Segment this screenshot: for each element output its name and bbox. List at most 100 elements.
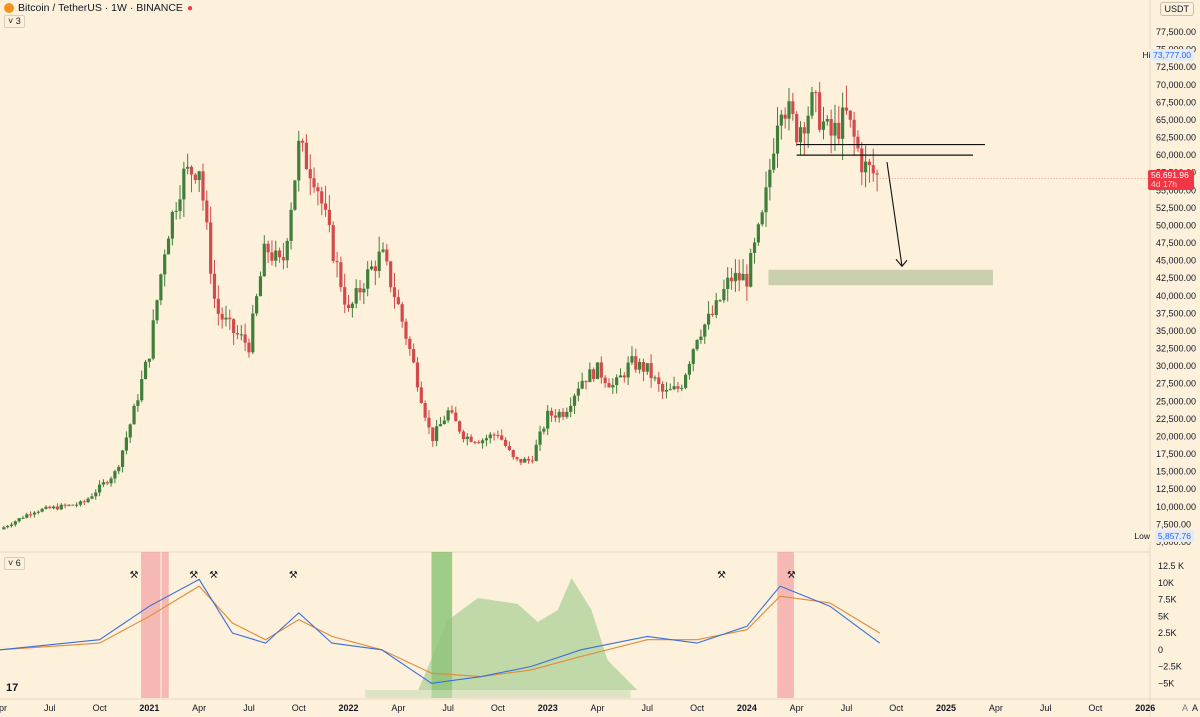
candle-body: [377, 251, 381, 271]
candle-body: [209, 222, 213, 274]
candle-body: [75, 504, 79, 506]
candle-body: [741, 273, 745, 281]
candle-body: [163, 254, 167, 275]
candle-body: [155, 300, 159, 321]
candle-body: [458, 421, 462, 432]
osc-tick-label: 0: [1158, 645, 1163, 655]
candle-body: [186, 166, 190, 169]
price-tick-label: 7,500.00: [1156, 519, 1191, 529]
candle-body: [124, 437, 128, 451]
candle-body: [285, 240, 289, 261]
time-axis-label: Jul: [642, 703, 654, 713]
candle-body: [193, 174, 197, 181]
candle-body: [875, 173, 879, 175]
candle-body: [569, 405, 573, 412]
price-tick-label: 65,000.00: [1156, 115, 1196, 125]
price-tick-label: 50,000.00: [1156, 220, 1196, 230]
candle-body: [461, 431, 466, 440]
candle-body: [412, 349, 416, 363]
candle-body: [454, 412, 458, 422]
auto-scale-button[interactable]: A: [1181, 703, 1188, 713]
candle-body: [17, 518, 21, 522]
price-tick-label: 70,000.00: [1156, 80, 1196, 90]
candle-body: [630, 356, 634, 363]
candle-body: [97, 484, 102, 493]
candle-body: [86, 498, 90, 503]
candle-body: [55, 506, 60, 510]
candle-body: [549, 410, 554, 416]
price-tick-label: 42,500.00: [1156, 273, 1196, 283]
candle-body: [166, 238, 171, 255]
pane2-collapse-button[interactable]: ˅ 6: [4, 557, 25, 570]
hammer-icon: ⚒: [129, 570, 138, 581]
candle-body: [29, 514, 33, 516]
osc-fast-line: [0, 578, 881, 684]
candle-body: [389, 261, 393, 288]
candle-body: [90, 496, 94, 499]
candle-body: [484, 438, 489, 441]
chevron-down-icon: ˅: [8, 16, 14, 26]
candle-body: [775, 125, 780, 154]
alert-bell-icon[interactable]: ●: [186, 2, 193, 14]
candle-body: [174, 210, 178, 213]
candle-body: [821, 121, 826, 130]
osc-tick-label: 5K: [1158, 611, 1169, 621]
candle-body: [465, 436, 469, 440]
candle-body: [764, 187, 768, 213]
candle-body: [829, 119, 833, 136]
tradingview-logo[interactable]: 17: [6, 682, 19, 694]
pane1-collapse-button[interactable]: ˅ 3: [4, 15, 25, 28]
candle-body: [641, 362, 646, 372]
currency-selector[interactable]: USDT: [1159, 2, 1194, 16]
candle-body: [657, 377, 661, 384]
time-axis-label: Jul: [44, 703, 56, 713]
candle-body: [756, 224, 760, 243]
signal-zone-red: [777, 552, 794, 698]
symbol-header[interactable]: Bitcoin / TetherUS · 1W · BINANCE ●: [4, 2, 193, 14]
candle-body: [44, 506, 48, 509]
candle-body: [503, 439, 508, 446]
candle-body: [810, 92, 814, 116]
price-tick-label: 40,000.00: [1156, 291, 1196, 301]
target-zone: [768, 269, 993, 286]
candle-body: [331, 225, 335, 262]
candle-body: [772, 153, 776, 170]
candle-body: [580, 380, 584, 389]
candle-body: [427, 417, 431, 428]
candle-body: [706, 313, 711, 325]
osc-tick-label: −2.5K: [1158, 662, 1182, 672]
candle-body: [117, 466, 121, 472]
candle-body: [132, 405, 136, 425]
candle-body: [749, 252, 753, 287]
candle-body: [59, 504, 63, 510]
candle-body: [649, 363, 653, 378]
hammer-icon: ⚒: [787, 570, 796, 581]
time-axis-label: Jul: [841, 703, 853, 713]
time-axis-label: Jul: [442, 703, 454, 713]
candle-body: [595, 362, 600, 380]
candle-body: [239, 334, 243, 336]
price-tick-label: 67,500.00: [1156, 97, 1196, 107]
price-tick-label: 55,000.00: [1156, 185, 1196, 195]
candle-body: [664, 389, 669, 392]
candle-body: [626, 362, 630, 378]
candle-body: [13, 521, 17, 525]
candle-body: [622, 375, 626, 378]
candle-body: [32, 512, 37, 515]
candle-body: [182, 168, 186, 200]
candle-body: [496, 434, 500, 436]
candle-body: [366, 269, 370, 289]
price-tick-label: 10,000.00: [1156, 502, 1196, 512]
candle-body: [228, 317, 232, 320]
time-axis-label: Oct: [93, 703, 108, 713]
price-tick-label: 32,500.00: [1156, 344, 1196, 354]
candle-body: [408, 338, 412, 350]
candle-body: [36, 511, 40, 513]
candle-body: [431, 427, 435, 442]
candle-body: [71, 504, 75, 506]
candle-body: [247, 342, 251, 353]
candle-body: [530, 460, 534, 462]
time-axis-label: Apr: [0, 703, 7, 713]
time-axis-label: Apr: [790, 703, 804, 713]
